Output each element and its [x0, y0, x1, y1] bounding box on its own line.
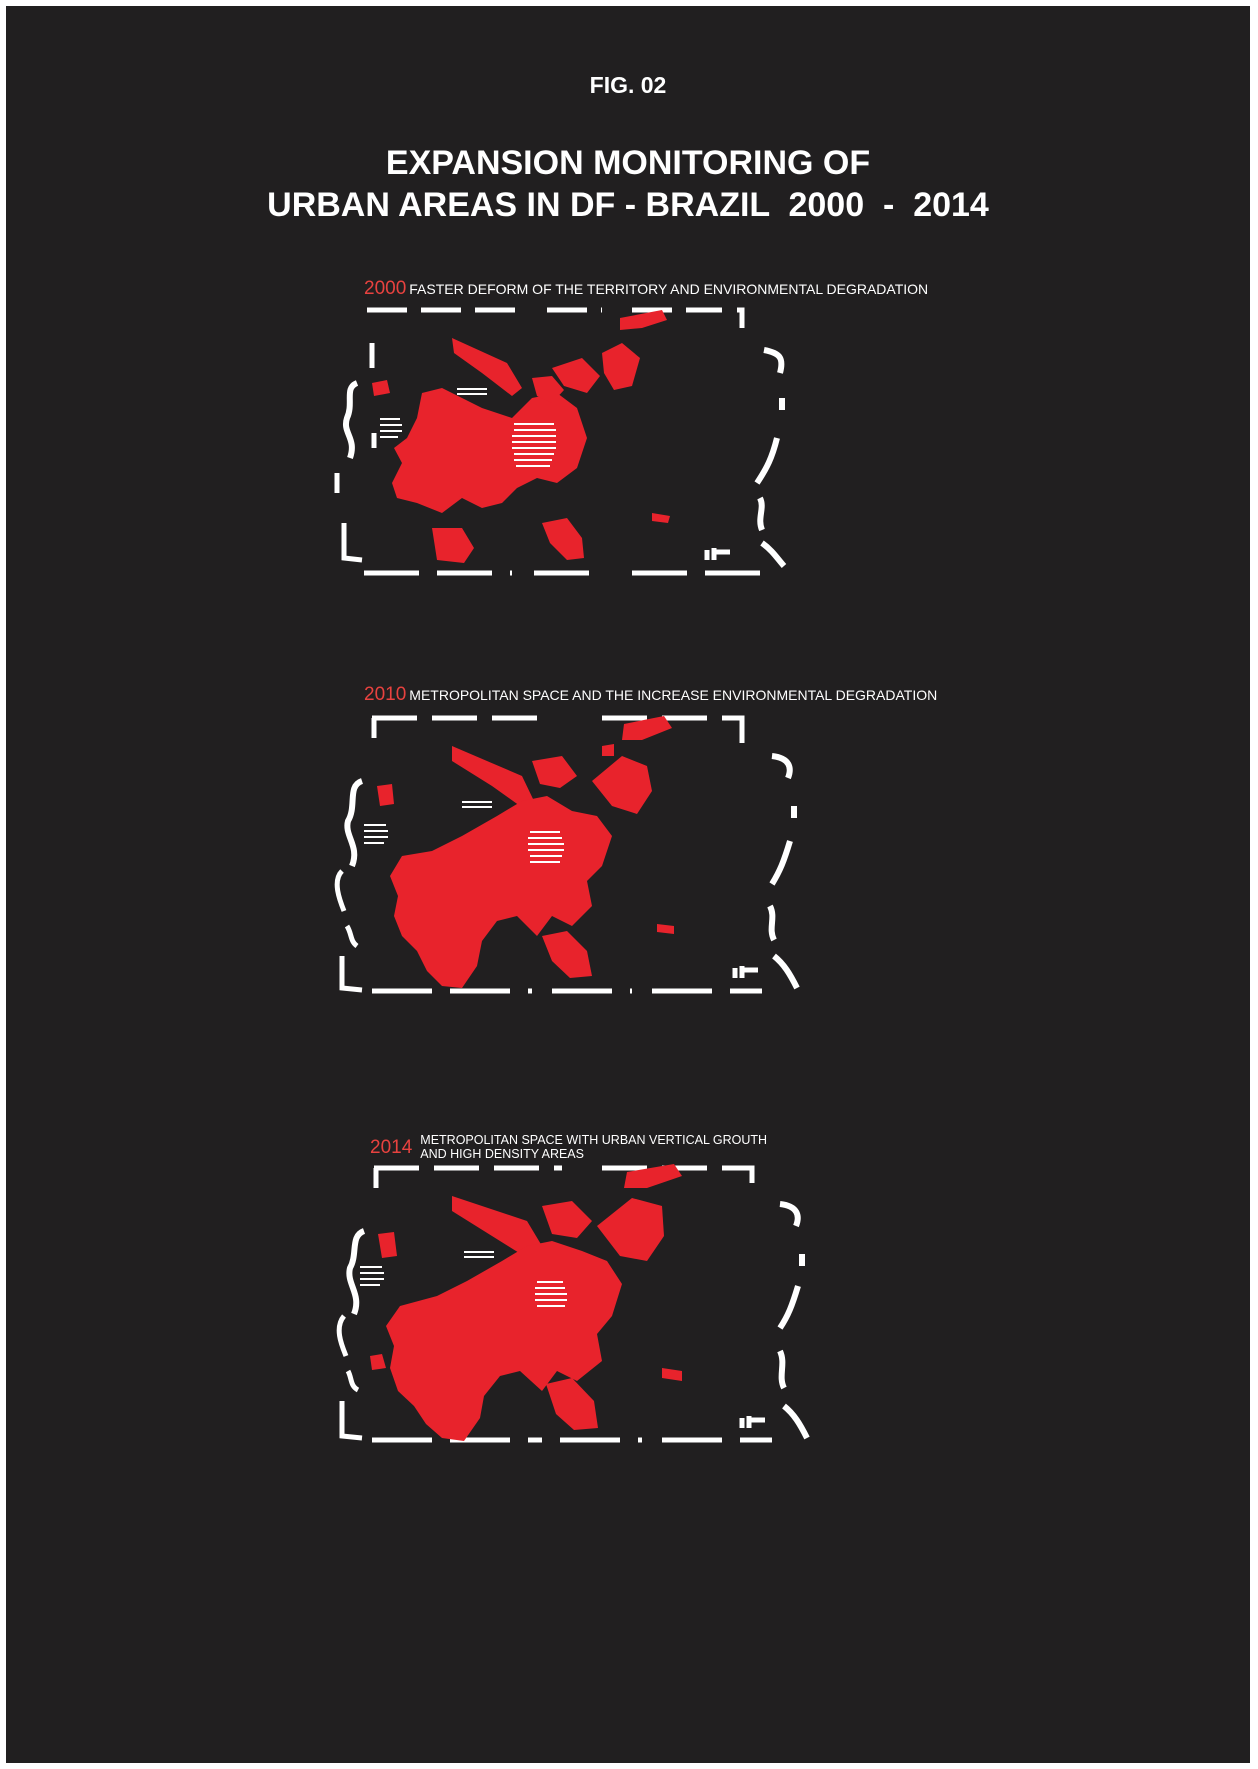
panel-2014-caption: 2014 METROPOLITAN SPACE WITH URBAN VERTI…	[370, 1133, 767, 1161]
page-title: EXPANSION MONITORING OF URBAN AREAS IN D…	[6, 142, 1250, 226]
urban-map-2014	[336, 1164, 810, 1443]
panel-2010-year: 2010	[364, 684, 407, 705]
title-line-2: URBAN AREAS IN DF - BRAZIL 2000 - 2014	[267, 186, 989, 224]
urban-map-2000	[334, 307, 787, 576]
panel-2014-year: 2014	[370, 1137, 413, 1158]
title-line-1: EXPANSION MONITORING OF	[385, 144, 871, 182]
panel-2010-caption-text: METROPOLITAN SPACE AND THE INCREASE ENVI…	[409, 687, 938, 703]
urban-areas-2000	[372, 310, 670, 563]
panel-2014-caption-line-2: AND HIGH DENSITY AREAS	[420, 1147, 584, 1161]
hatched-areas	[380, 388, 556, 467]
hatched-areas	[364, 801, 564, 863]
hatched-areas	[360, 1251, 567, 1307]
panel-2000-caption: 2000 FASTER DEFORM OF THE TERRITORY AND E…	[364, 278, 928, 300]
urban-areas-2010	[377, 716, 674, 988]
panel-2000-caption-text: FASTER DEFORM OF THE TERRITORY AND ENVIR…	[409, 281, 929, 297]
panel-2014-caption-line-1: METROPOLITAN SPACE WITH URBAN VERTICAL G…	[420, 1133, 768, 1147]
poster: FIG. 02 EXPANSION MONITORING OF URBAN AR…	[6, 6, 1250, 1763]
urban-map-2010	[334, 715, 800, 994]
figure-label: FIG. 02	[589, 72, 667, 98]
district-boundary	[334, 715, 800, 994]
urban-areas-2014	[370, 1164, 682, 1441]
panel-2014-caption-text: METROPOLITAN SPACE WITH URBAN VERTICAL G…	[420, 1133, 767, 1161]
district-boundary	[336, 1165, 810, 1443]
district-boundary	[334, 307, 787, 576]
panel-2010-caption: 2010 METROPOLITAN SPACE AND THE INCREASE …	[364, 684, 937, 706]
panel-2000-year: 2000	[364, 278, 407, 299]
